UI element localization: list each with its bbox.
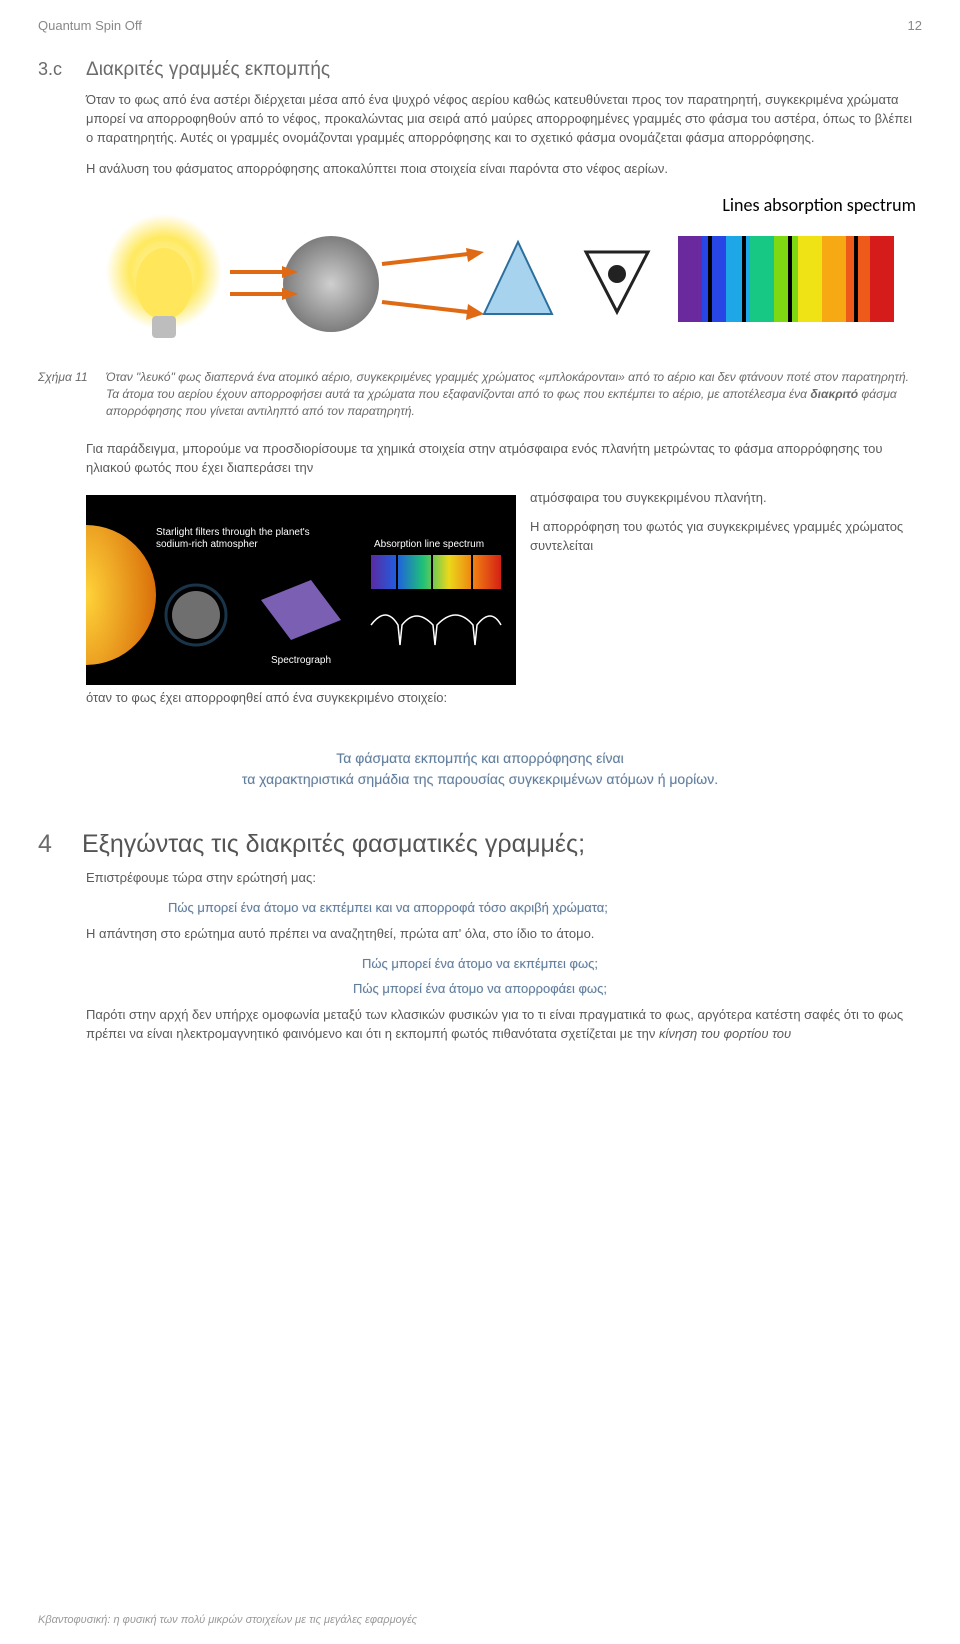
- page-number: 12: [908, 18, 922, 33]
- section-number: 4: [38, 830, 54, 859]
- paragraph: Για παράδειγμα, μπορούμε να προσδιορίσου…: [86, 440, 922, 478]
- figure-caption: Σχήμα 11 Όταν "λευκό" φως διαπερνά ένα α…: [38, 369, 922, 419]
- paragraph: όταν το φως έχει απορροφηθεί από ένα συγ…: [86, 689, 922, 708]
- paragraph: Παρότι στην αρχή δεν υπήρχε ομοφωνία μετ…: [86, 1006, 922, 1044]
- paragraph: Επιστρέφουμε τώρα στην ερώτησή μας:: [86, 869, 922, 888]
- paragraph: Όταν το φως από ένα αστέρι διέρχεται μέσ…: [86, 91, 922, 148]
- caption-text: Όταν "λευκό" φως διαπερνά ένα ατομικό αέ…: [106, 369, 922, 419]
- diagram-svg: Spectrograph Starlight filters through t…: [86, 495, 516, 685]
- label-starlight-1: Starlight filters through the planet's: [156, 527, 310, 538]
- figure-spectrograph: Spectrograph Starlight filters through t…: [86, 495, 516, 685]
- label-starlight-2: sodium-rich atmospher: [156, 539, 258, 550]
- label-spectrograph: Spectrograph: [271, 655, 331, 666]
- highlighted-question: Πώς μπορεί ένα άτομο να απορροφάει φως;: [38, 981, 922, 996]
- section-title: Εξηγώντας τις διακριτές φασματικές γραμμ…: [82, 830, 585, 859]
- highlighted-question: Πώς μπορεί ένα άτομο να εκπέμπει φως;: [38, 956, 922, 971]
- diagram-svg: [86, 194, 916, 359]
- section-title: Διακριτές γραμμές εκπομπής: [86, 59, 330, 81]
- highlighted-question: Πώς μπορεί ένα άτομο να εκπέμπει και να …: [168, 900, 922, 915]
- header-title: Quantum Spin Off: [38, 18, 142, 33]
- callout: Τα φάσματα εκπομπής και απορρόφησης είνα…: [86, 748, 874, 790]
- caption-number: Σχήμα 11: [38, 369, 96, 419]
- section-number: 3.c: [38, 59, 64, 81]
- label-absorption-spectrum: Absorption line spectrum: [374, 539, 484, 550]
- figure-absorption-spectrum: Lines absorption spectrum: [86, 194, 922, 359]
- footer: Κβαντοφυσική: η φυσική των πολύ μικρών σ…: [38, 1614, 417, 1626]
- paragraph: Η απάντηση στο ερώτημα αυτό πρέπει να αν…: [86, 925, 922, 944]
- paragraph: Η ανάλυση του φάσματος απορρόφησης αποκα…: [86, 160, 922, 179]
